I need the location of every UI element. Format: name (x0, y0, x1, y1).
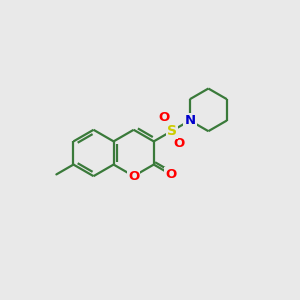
Text: S: S (167, 124, 177, 138)
Text: N: N (184, 114, 196, 127)
Text: O: O (165, 168, 176, 181)
Text: O: O (159, 111, 170, 124)
Text: O: O (174, 137, 185, 151)
Text: O: O (128, 170, 139, 183)
